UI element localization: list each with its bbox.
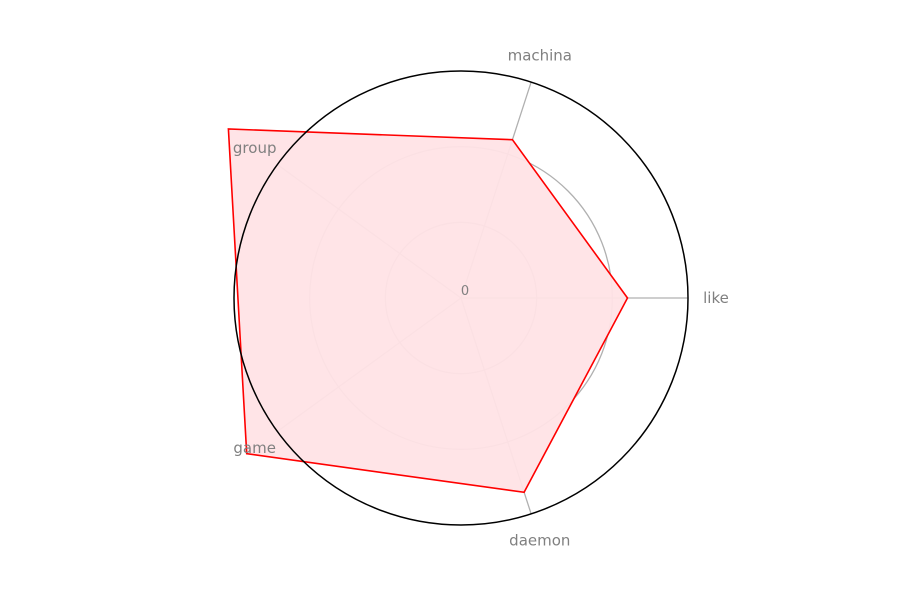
outer-circle	[233, 70, 689, 526]
series-0-area	[227, 128, 629, 494]
axis-label-group: group	[233, 139, 277, 157]
axis-label-game: game	[233, 439, 276, 457]
axis-label-like: like	[703, 289, 729, 307]
axis-labels: like machina group game daemon	[233, 46, 729, 549]
origin-tick-label: 0	[461, 284, 469, 299]
axis-label-daemon: daemon	[509, 532, 570, 550]
axis-label-machina: machina	[508, 46, 572, 64]
series-layer	[227, 128, 629, 494]
